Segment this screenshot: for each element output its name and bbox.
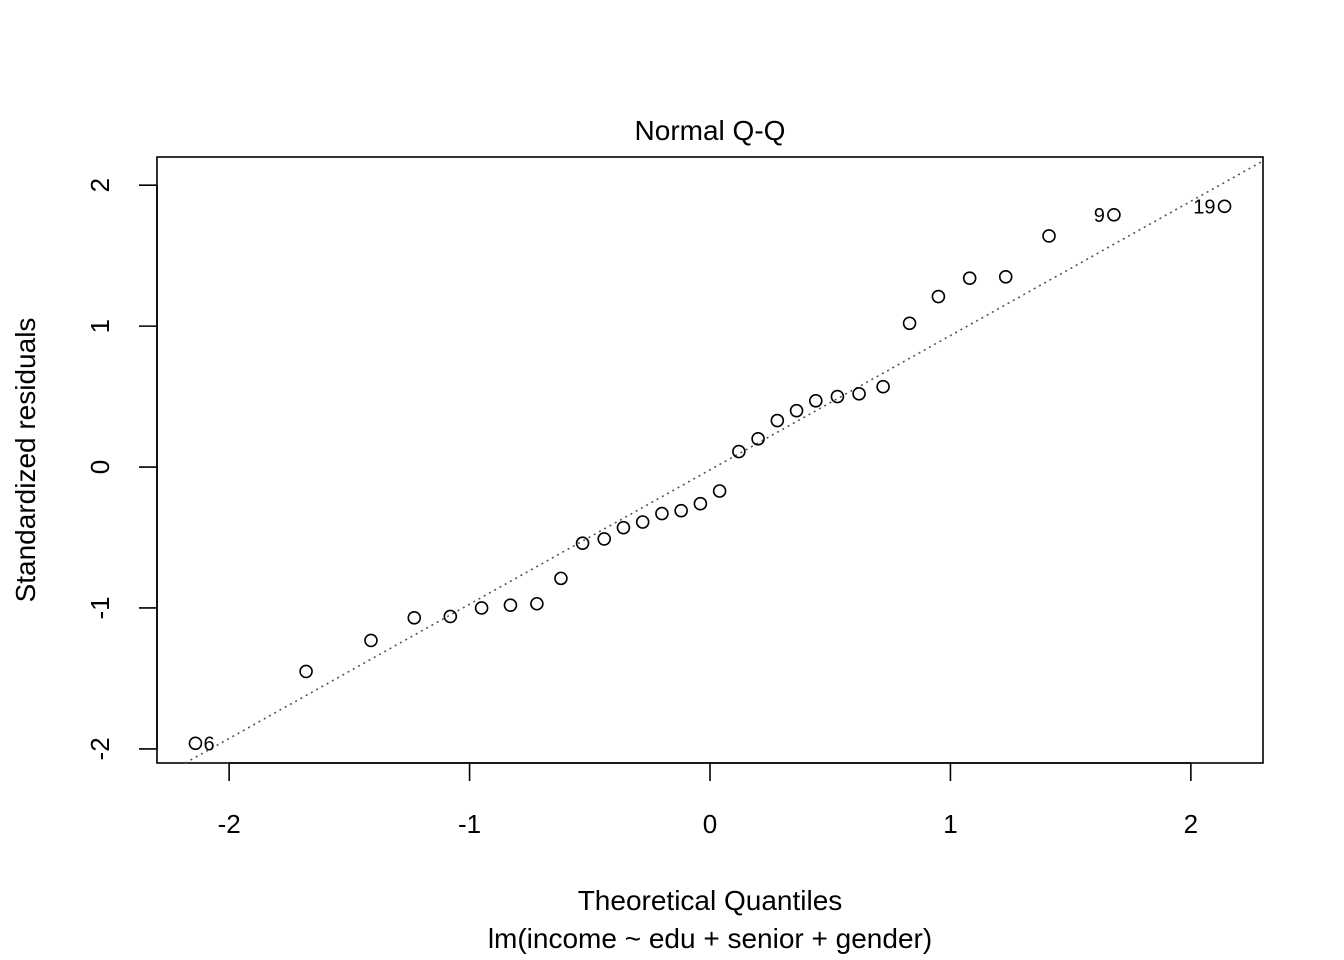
data-point <box>789 403 804 418</box>
x-tick-label: -2 <box>218 809 241 839</box>
point-label: 9 <box>1094 205 1105 227</box>
point-label: 19 <box>1193 196 1215 218</box>
chart-subtitle: lm(income ~ edu + senior + gender) <box>488 923 932 954</box>
data-point <box>852 386 866 401</box>
data-point <box>503 598 518 612</box>
y-axis-label: Standardized residuals <box>10 318 41 603</box>
data-point <box>770 413 785 428</box>
y-tick-label: 1 <box>85 319 115 333</box>
y-axis: -2 -1 0 1 2 <box>85 178 158 760</box>
data-point <box>188 736 203 751</box>
data-point <box>1217 199 1232 214</box>
x-tick-label: 1 <box>943 809 957 839</box>
data-point <box>407 611 422 625</box>
data-point <box>712 484 727 498</box>
data-point <box>635 515 650 529</box>
y-tick-label: 0 <box>85 460 115 474</box>
data-point <box>931 289 946 304</box>
data-point <box>962 271 977 286</box>
data-point <box>808 394 823 408</box>
data-point <box>364 633 378 648</box>
data-point <box>443 609 458 624</box>
data-point <box>616 520 631 535</box>
x-tick-label: -1 <box>458 809 481 839</box>
data-point <box>674 503 688 518</box>
chart-title: Normal Q-Q <box>635 115 786 146</box>
x-axis: -2 -1 0 1 2 <box>218 762 1198 839</box>
qq-reference-line <box>184 160 1264 764</box>
x-tick-label: 2 <box>1184 809 1198 839</box>
data-point <box>299 664 313 679</box>
data-point <box>575 536 590 550</box>
data-point <box>830 389 845 404</box>
reference-line-layer <box>184 160 1264 764</box>
data-point <box>1107 207 1121 222</box>
data-point <box>751 432 765 446</box>
data-point <box>876 379 890 394</box>
data-point <box>597 532 612 546</box>
x-axis-label: Theoretical Quantiles <box>578 885 843 916</box>
data-point <box>530 596 544 611</box>
point-label: 6 <box>203 733 214 755</box>
y-tick-label: -2 <box>85 737 115 760</box>
y-tick-label: -1 <box>85 596 115 619</box>
x-tick-label: 0 <box>703 809 717 839</box>
data-point <box>998 269 1013 284</box>
data-point <box>1042 229 1056 243</box>
data-point <box>732 444 746 459</box>
y-tick-label: 2 <box>85 178 115 192</box>
data-point <box>902 316 917 331</box>
data-point <box>655 506 669 521</box>
data-point <box>693 496 708 511</box>
plot-frame <box>156 156 1264 764</box>
data-point <box>474 601 489 615</box>
points-layer: 6 9 19 <box>188 196 1232 755</box>
data-point <box>554 571 568 586</box>
